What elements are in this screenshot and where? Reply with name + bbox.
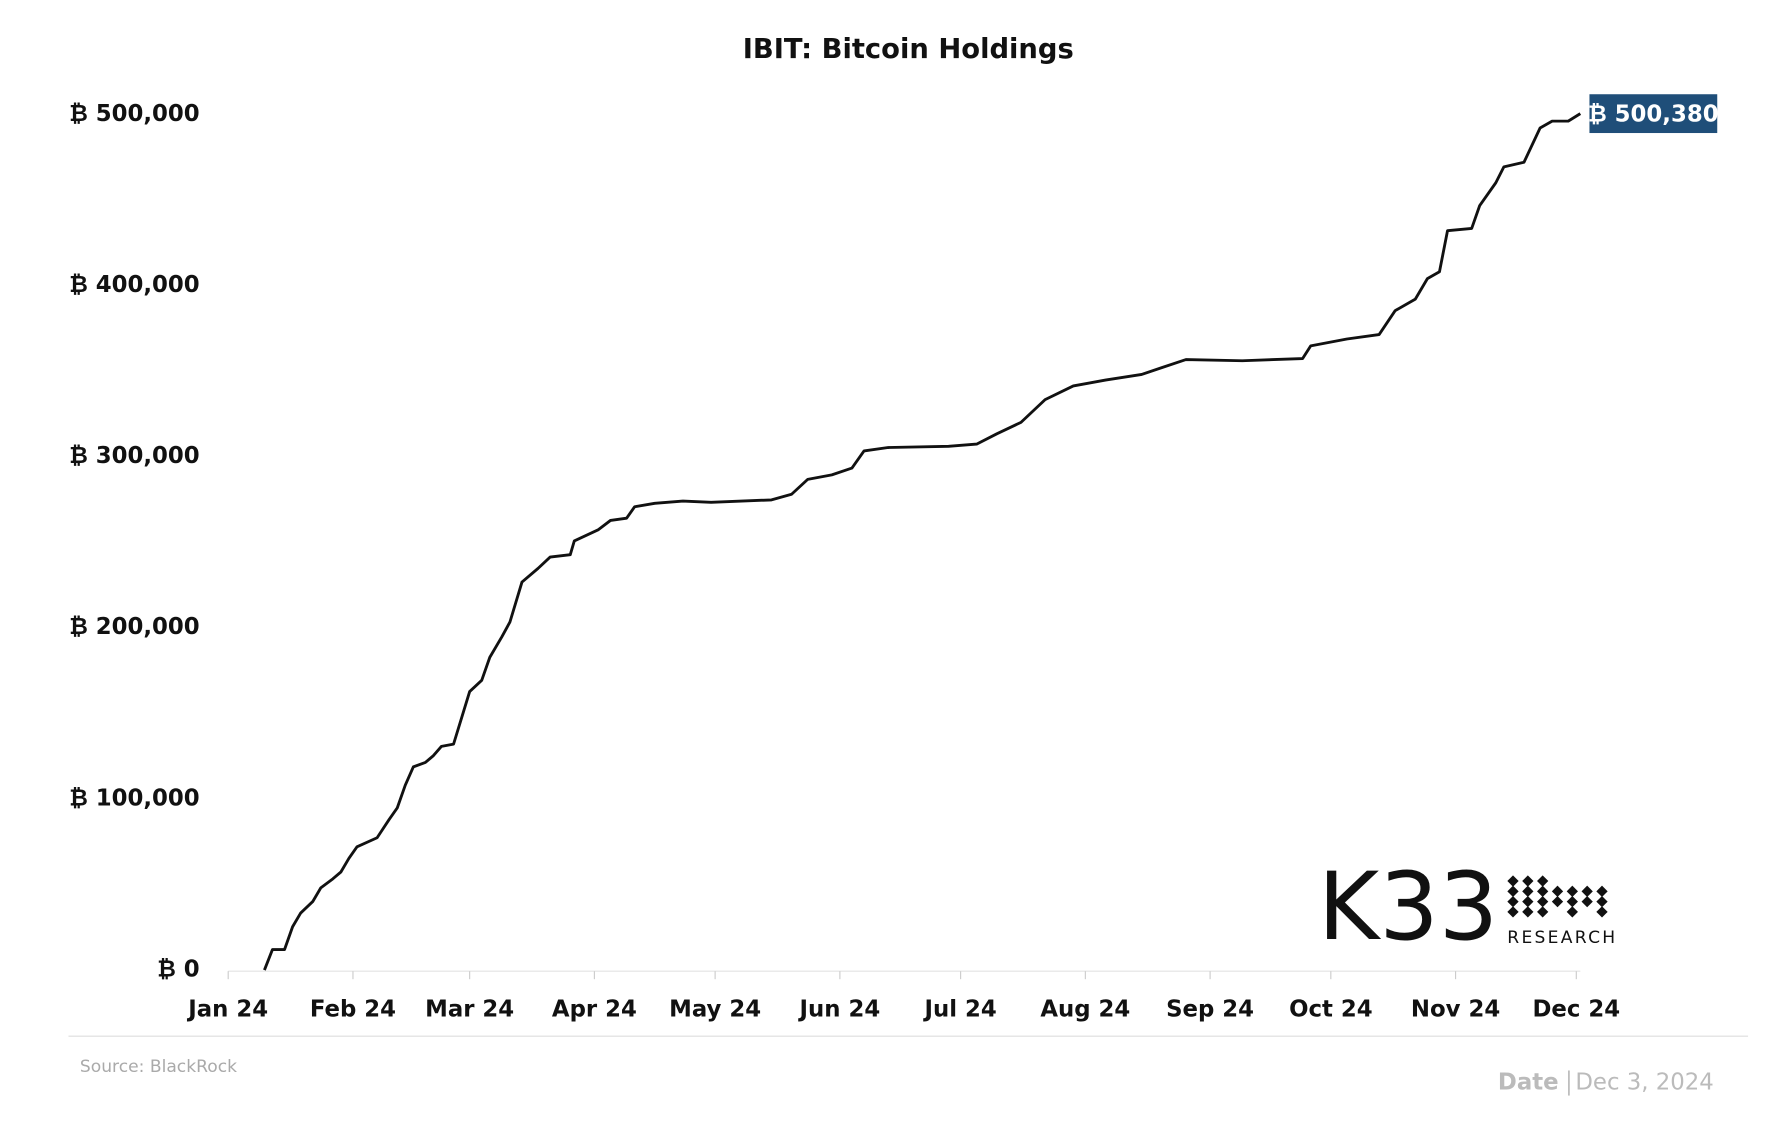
y-tick-label: ₿ 0	[157, 957, 199, 983]
logo-dot	[1537, 906, 1549, 918]
end-label-box	[1589, 94, 1718, 134]
x-tick-label: Mar 24	[425, 996, 514, 1022]
logo-sub: RESEARCH	[1507, 928, 1617, 948]
y-tick-label: ₿ 200,000	[69, 614, 199, 640]
y-tick-label: ₿ 400,000	[69, 272, 199, 298]
logo-dot	[1522, 906, 1534, 918]
date: Dec 3, 2024	[1575, 1070, 1713, 1096]
logo-dot	[1537, 895, 1549, 908]
logo-dot	[1596, 885, 1608, 897]
y-tick-label: ₿ 100,000	[69, 785, 199, 811]
logo-dot	[1507, 906, 1519, 918]
date-label: Date	[1498, 1070, 1559, 1096]
x-tick-label: Nov 24	[1411, 996, 1500, 1022]
logo-dot	[1596, 906, 1608, 918]
end-label: ₿ 500,380	[1588, 101, 1718, 127]
x-tick-label: Jan 24	[186, 996, 268, 1022]
logo-dot	[1566, 885, 1578, 897]
logo-dot	[1537, 885, 1549, 897]
chart-title: IBIT: Bitcoin Holdings	[743, 34, 1074, 65]
y-tick-label: ₿ 300,000	[69, 443, 199, 469]
logo-dot	[1537, 875, 1549, 887]
x-tick-label: Feb 24	[310, 996, 396, 1022]
x-tick-label: Sep 24	[1166, 996, 1254, 1022]
x-tick-label: Apr 24	[552, 996, 637, 1022]
source: Source: BlackRock	[80, 1057, 237, 1077]
x-tick-label: Aug 24	[1040, 996, 1130, 1022]
y-tick-label: ₿ 500,000	[69, 101, 199, 127]
logo-dot	[1551, 885, 1564, 897]
logo-dot	[1566, 906, 1578, 918]
logo-mark	[1507, 875, 1608, 918]
logo-dot	[1507, 885, 1519, 897]
x-tick-label: Jul 24	[922, 996, 996, 1022]
x-tick-label: Dec 24	[1532, 996, 1620, 1022]
logo-dot	[1566, 895, 1578, 908]
logo-dot	[1596, 895, 1608, 908]
logo-dot	[1581, 885, 1593, 897]
logo-dot	[1507, 895, 1519, 908]
logo-dot	[1522, 885, 1534, 897]
logo-dot	[1522, 895, 1534, 908]
logo-dot	[1551, 895, 1564, 908]
x-tick-label: Jun 24	[798, 996, 881, 1022]
x-tick-label: Oct 24	[1289, 996, 1373, 1022]
logo-name: K33	[1318, 853, 1498, 962]
logo-dot	[1507, 875, 1519, 887]
logo-dot	[1522, 875, 1534, 887]
line	[263, 112, 1582, 971]
x-tick-label: May 24	[669, 996, 761, 1022]
logo-dot	[1581, 895, 1593, 908]
